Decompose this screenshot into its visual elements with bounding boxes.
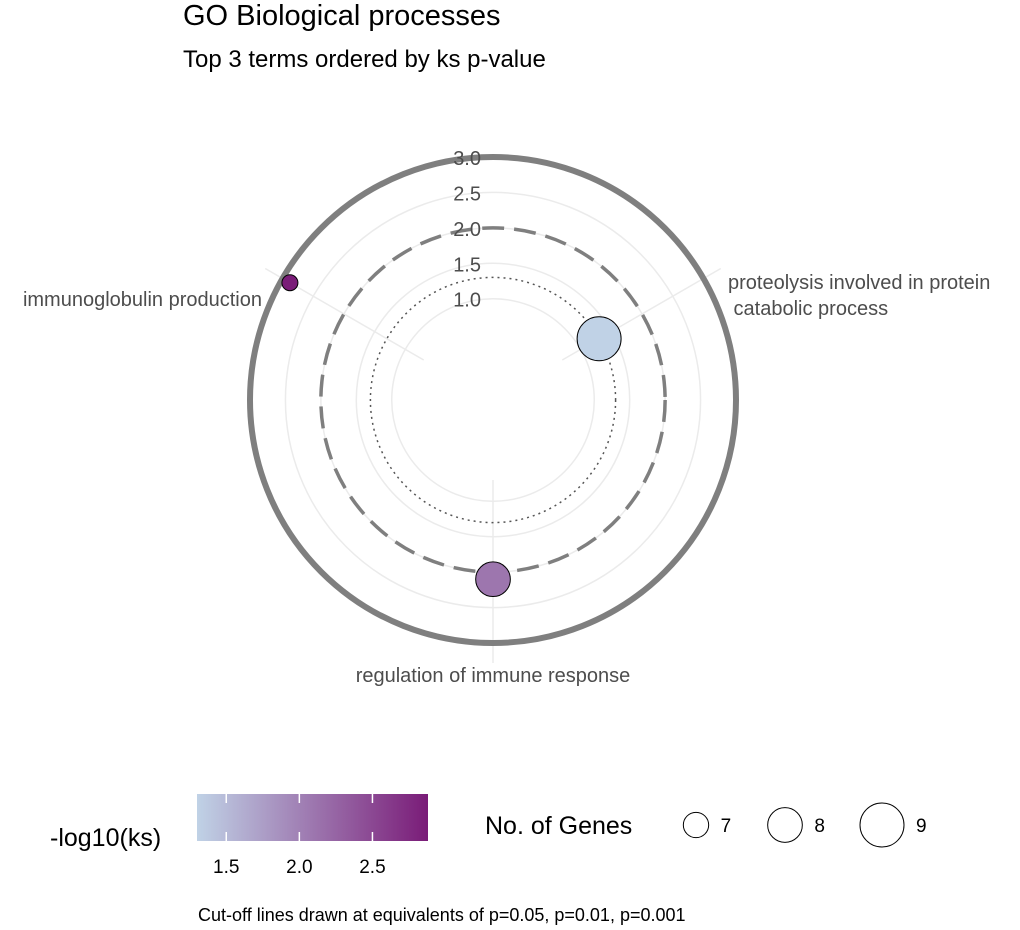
color-bar: [197, 794, 428, 841]
size-legend-key: [859, 802, 905, 848]
size-legend-label: 7: [721, 816, 732, 837]
radial-tick-label: 3.0: [453, 148, 481, 170]
category-label-line: catabolic process: [728, 298, 888, 320]
size-legend-label: 8: [814, 816, 825, 837]
chart-caption: Cut-off lines drawn at equivalents of p=…: [198, 905, 686, 925]
chart-title: GO Biological processes: [183, 0, 501, 32]
category-label: regulation of immune response: [356, 665, 631, 687]
category-label: proteolysis involved in protein cataboli…: [728, 272, 990, 320]
radial-gridline: [390, 297, 596, 503]
polar-panel: 1.0 1.5 2.0 2.5 3.0 proteolysis involved in p…: [23, 148, 990, 687]
radial-tick-label: 2.5: [453, 183, 481, 205]
color-legend-title: -log10(ks): [50, 824, 161, 852]
chart-subtitle: Top 3 terms ordered by ks p-value: [183, 46, 546, 73]
size-legend-key: [682, 811, 710, 839]
category-label-line: immunoglobulin production: [23, 289, 262, 311]
category-label-line: proteolysis involved in protein: [728, 272, 990, 294]
data-point: [576, 316, 622, 362]
size-legend-label: 9: [916, 816, 927, 837]
size-legend-key: [767, 807, 803, 843]
size-legend: No. of Genes 7 8 9: [485, 802, 927, 848]
data-point: [475, 561, 511, 598]
cutoff-line-solid: [247, 154, 739, 646]
cutoff-line-dotted: [369, 276, 617, 524]
color-legend-tick-label: 2.5: [359, 857, 385, 878]
category-label: immunoglobulin production: [23, 289, 262, 311]
color-legend-tick-label: 2.0: [286, 857, 312, 878]
radial-tick-label: 2.0: [453, 219, 481, 241]
color-legend: -log10(ks) 1.5 2.0 2.5: [50, 794, 428, 878]
radial-tick-label: 1.5: [453, 254, 481, 276]
color-legend-tick-label: 1.5: [213, 857, 239, 878]
size-legend-title: No. of Genes: [485, 812, 632, 840]
data-point: [281, 274, 299, 292]
category-label-line: regulation of immune response: [356, 665, 631, 687]
radial-tick-label: 1.0: [453, 290, 481, 312]
